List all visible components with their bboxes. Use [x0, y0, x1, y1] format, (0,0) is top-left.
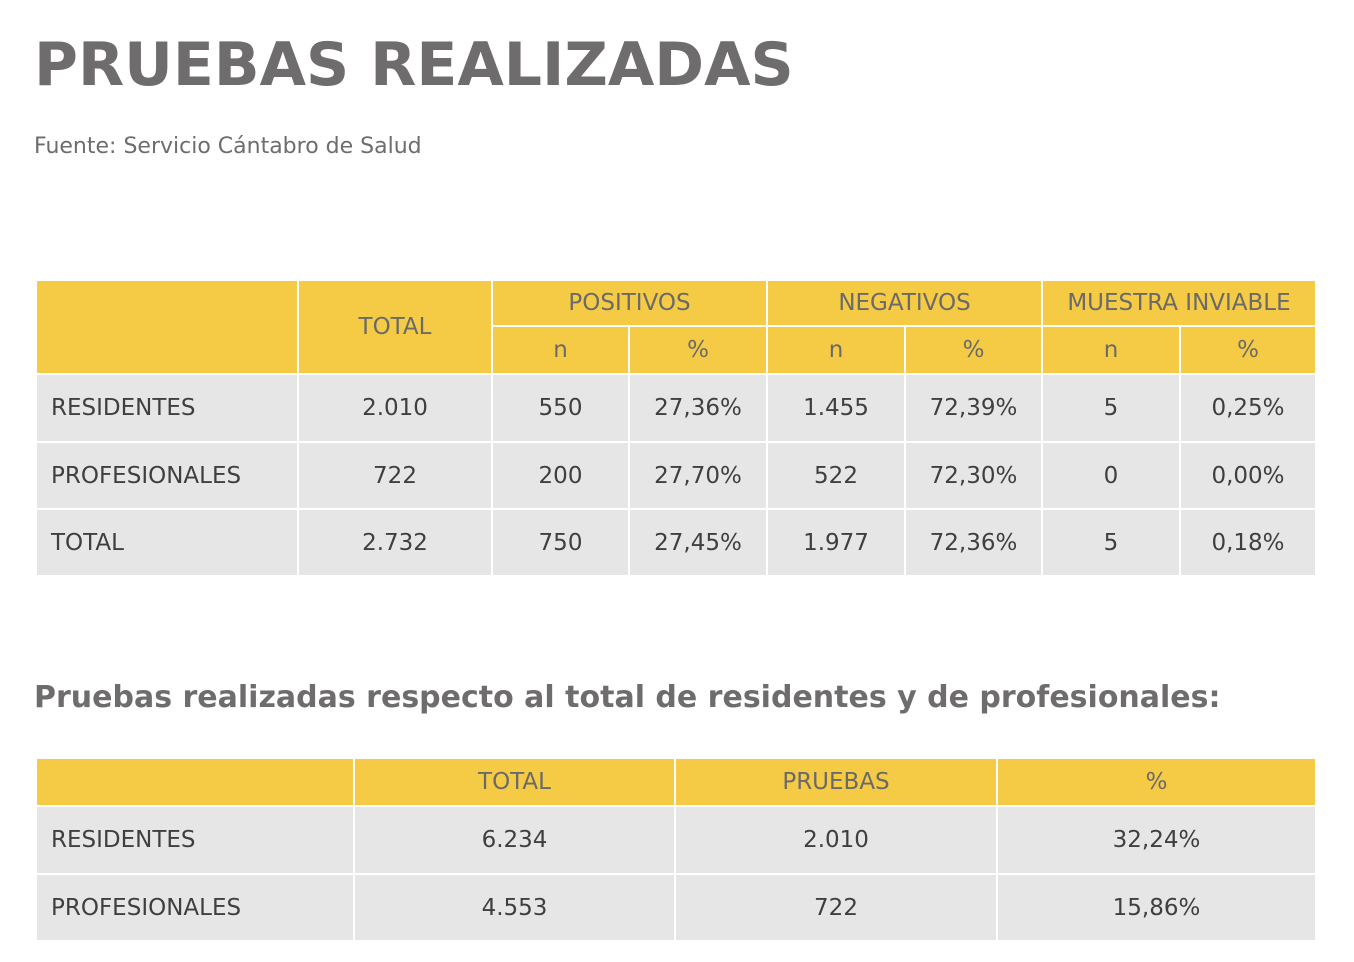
data-cell: 15,86% [997, 874, 1316, 941]
data-cell: 2.732 [298, 509, 492, 576]
data-cell: 0,00% [1180, 442, 1316, 509]
data-cell: 72,36% [905, 509, 1042, 576]
header-cell [36, 758, 354, 806]
subheader-cell: % [905, 326, 1042, 374]
data-cell: 200 [492, 442, 629, 509]
data-cell: 72,39% [905, 374, 1042, 442]
data-cell: 522 [767, 442, 905, 509]
row-label: PROFESIONALES [36, 874, 354, 941]
data-cell: 1.977 [767, 509, 905, 576]
title: PRUEBAS REALIZADAS [34, 30, 794, 100]
subheader-cell: n [492, 326, 629, 374]
header-cell: POSITIVOS [492, 280, 767, 326]
data-cell: 2.010 [298, 374, 492, 442]
data-cell: 27,36% [629, 374, 767, 442]
header-cell: PRUEBAS [675, 758, 997, 806]
header-cell: % [997, 758, 1316, 806]
data-cell: 0 [1042, 442, 1180, 509]
data-cell: 27,45% [629, 509, 767, 576]
data-cell: 550 [492, 374, 629, 442]
header-cell: TOTAL [298, 280, 492, 374]
data-cell: 0,18% [1180, 509, 1316, 576]
data-cell: 722 [675, 874, 997, 941]
data-cell: 27,70% [629, 442, 767, 509]
data-cell: 5 [1042, 509, 1180, 576]
row-label: PROFESIONALES [36, 442, 298, 509]
row-label: RESIDENTES [36, 374, 298, 442]
data-cell: 722 [298, 442, 492, 509]
data-cell: 0,25% [1180, 374, 1316, 442]
subheader-cell: n [1042, 326, 1180, 374]
data-cell: 750 [492, 509, 629, 576]
data-cell: 6.234 [354, 806, 675, 874]
data-cell: 1.455 [767, 374, 905, 442]
data-cell: 5 [1042, 374, 1180, 442]
subheader-cell: % [629, 326, 767, 374]
subtitle: Pruebas realizadas respecto al total de … [34, 680, 1221, 715]
header-cell: NEGATIVOS [767, 280, 1042, 326]
subheader-cell: n [767, 326, 905, 374]
source: Fuente: Servicio Cántabro de Salud [34, 134, 422, 159]
header-cell [36, 280, 298, 374]
header-cell: MUESTRA INVIABLE [1042, 280, 1316, 326]
row-label: TOTAL [36, 509, 298, 576]
header-cell: TOTAL [354, 758, 675, 806]
data-cell: 2.010 [675, 806, 997, 874]
subheader-cell: % [1180, 326, 1316, 374]
data-cell: 32,24% [997, 806, 1316, 874]
data-cell: 72,30% [905, 442, 1042, 509]
row-label: RESIDENTES [36, 806, 354, 874]
data-cell: 4.553 [354, 874, 675, 941]
